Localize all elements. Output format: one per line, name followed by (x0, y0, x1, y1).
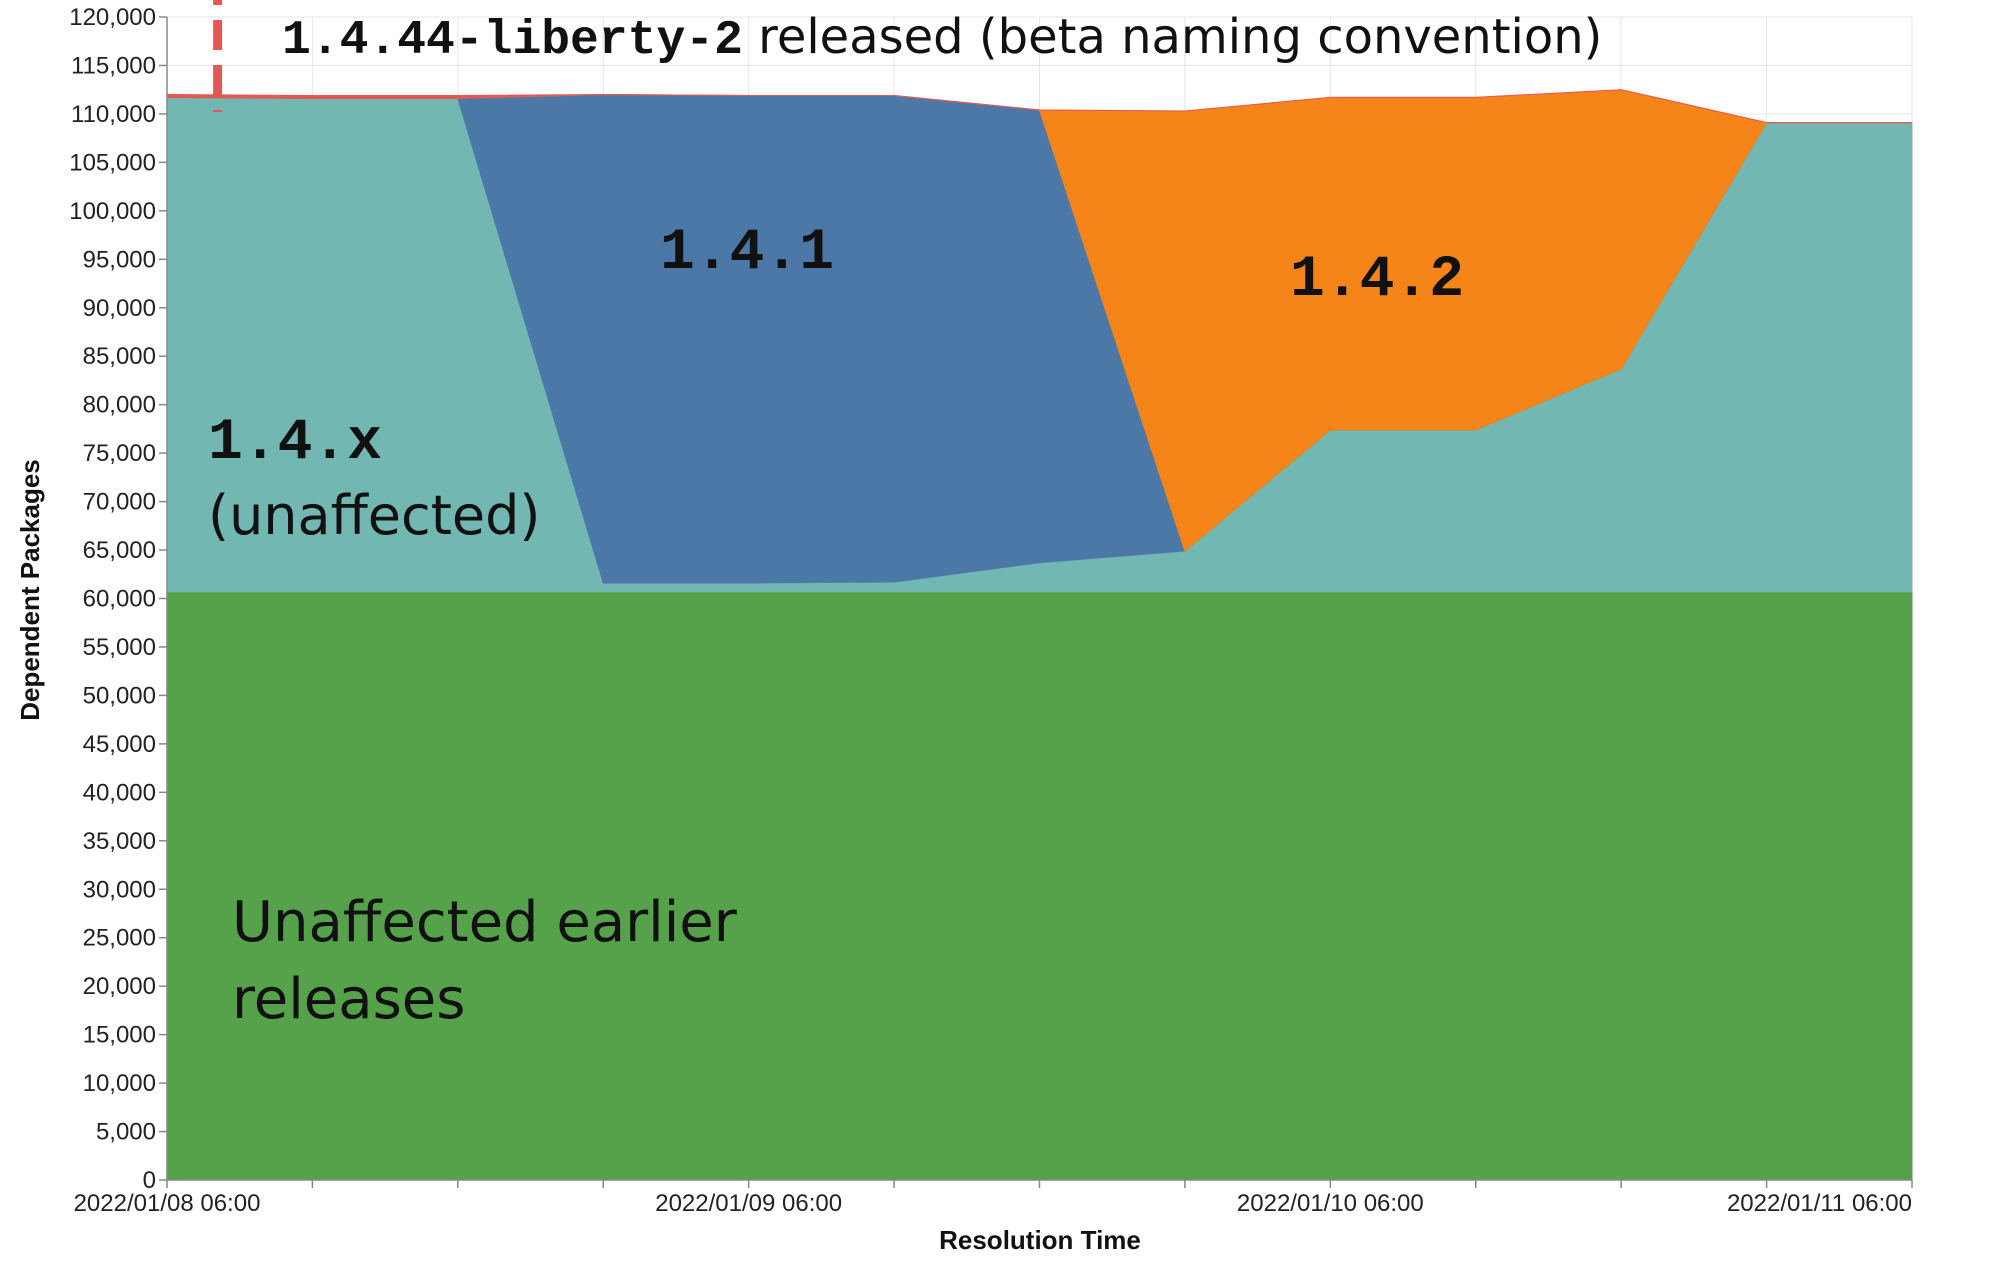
x-tick-label: 2022/01/10 06:00 (1237, 1190, 1424, 1217)
area-series (166, 89, 1913, 1181)
y-ticks: 0 5,000 10,000 15,000 20,000 25,000 30,000 35,0… (69, 4, 167, 1194)
x-axis-title: Resolution Time (939, 1225, 1141, 1255)
y-tick-label: 30,000 (83, 876, 156, 903)
y-tick-label: 95,000 (83, 246, 156, 273)
y-tick-label: 75,000 (83, 440, 156, 467)
y-tick-label: 50,000 (83, 682, 156, 709)
y-tick-label: 40,000 (83, 779, 156, 806)
y-tick-label: 10,000 (83, 1070, 156, 1097)
liberty-version-code: 1.4.44-liberty-2 (282, 14, 743, 68)
version-142-label: 1.4.2 (1290, 248, 1464, 313)
y-tick-label: 45,000 (83, 731, 156, 758)
y-tick-label: 110,000 (71, 101, 156, 128)
x-tick-label: 2022/01/08 06:00 (74, 1190, 261, 1217)
area-earlier (166, 591, 1913, 1181)
y-tick-label: 35,000 (83, 828, 156, 855)
version-141-label: 1.4.1 (660, 221, 834, 286)
x-tick-label: 2022/01/09 06:00 (655, 1190, 842, 1217)
y-tick-label: 65,000 (83, 537, 156, 564)
earlier-releases-label-line1: Unaffected earlier (232, 890, 738, 955)
y-tick-label: 55,000 (83, 634, 156, 661)
earlier-releases-label-line2: releases (232, 967, 465, 1032)
y-tick-label: 115,000 (71, 52, 156, 79)
y-tick-label: 20,000 (83, 973, 156, 1000)
unaffected-label: (unaffected) (208, 484, 540, 547)
liberty-annotation: 1.4.44-liberty-2 released (beta naming c… (282, 9, 1602, 68)
area-liberty (166, 89, 1912, 124)
y-tick-label: 15,000 (83, 1022, 156, 1049)
y-tick-label: 105,000 (69, 149, 156, 176)
y-tick-label: 100,000 (69, 198, 156, 225)
y-axis-title: Dependent Packages (15, 459, 45, 721)
y-tick-label: 90,000 (83, 295, 156, 322)
x-tick-label: 2022/01/11 06:00 (1727, 1190, 1912, 1217)
liberty-annotation-text: released (beta naming convention) (743, 9, 1603, 65)
y-tick-label: 120,000 (69, 4, 156, 31)
version-1-4-x-label: 1.4.x (208, 411, 382, 476)
y-tick-label: 5,000 (96, 1119, 156, 1146)
y-tick-label: 70,000 (83, 489, 156, 516)
y-tick-label: 85,000 (83, 343, 156, 370)
y-tick-label: 25,000 (83, 925, 156, 952)
y-tick-label: 60,000 (83, 586, 156, 613)
y-tick-label: 0 (143, 1167, 156, 1194)
x-ticks: 2022/01/08 06:00 2022/01/09 06:00 2022/01/… (74, 1180, 1913, 1217)
y-tick-label: 80,000 (83, 392, 156, 419)
